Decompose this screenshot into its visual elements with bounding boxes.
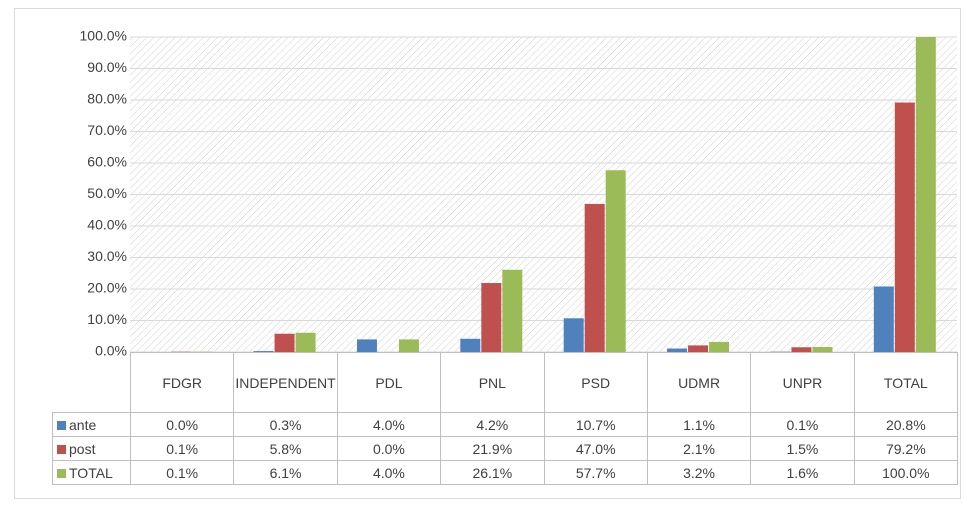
category-label: PSD [543,352,648,413]
category-label: TOTAL [853,352,959,413]
category-label: PNL [440,352,545,413]
legend-swatch [57,420,66,430]
y-tick-label: 10.0% [87,311,127,327]
data-table: FDGR INDEPENDENT PDL PNL PSD UDMR UNPR TOTAL ant… [52,352,959,485]
bar [584,203,605,352]
category-label: UNPR [750,352,855,413]
table-value: 20.8% [853,412,959,437]
y-tick-label: 20.0% [87,280,127,296]
table-value: 0.1% [129,460,235,485]
y-tick-label: 80.0% [87,91,127,107]
table-value: 0.0% [129,412,235,437]
table-header-row: FDGR INDEPENDENT PDL PNL PSD UDMR UNPR TOTAL [52,352,959,413]
table-value: 1.6% [750,460,855,485]
legend-label: post [69,440,96,457]
y-tick-label: 50.0% [87,185,127,201]
legend-label: TOTAL [69,464,113,481]
table-value: 57.7% [543,460,648,485]
bar [563,318,584,352]
table-value: 0.0% [336,436,442,461]
legend-entry: post [52,436,131,461]
bar [688,345,709,352]
y-tick-label: 70.0% [87,122,127,138]
bar [460,338,481,352]
bar [894,102,915,353]
table-row: post 0.1% 5.8% 0.0% 21.9% 47.0% 2.1% 1.5% 79.2% [52,436,959,461]
table-value: 4.2% [440,412,545,437]
table-corner [52,352,131,413]
bar [295,332,316,352]
table-value: 1.1% [646,412,752,437]
table-value: 26.1% [440,460,545,485]
table-value: 100.0% [853,460,959,485]
table-value: 5.8% [233,436,338,461]
bar [873,286,894,352]
legend-label: ante [69,416,97,433]
table-value: 21.9% [440,436,545,461]
bar [812,346,833,352]
bar [605,170,626,352]
table-value: 2.1% [646,436,752,461]
table-value: 0.3% [233,412,338,437]
category-label: PDL [336,352,442,413]
legend-entry: TOTAL [52,460,131,485]
table-value: 4.0% [336,460,442,485]
table-value: 3.2% [646,460,752,485]
table-value: 10.7% [543,412,648,437]
table-value: 79.2% [853,436,959,461]
category-label: FDGR [129,352,235,413]
bar [791,347,812,352]
bar [915,37,936,352]
y-tick-label: 90.0% [87,59,127,75]
bar [356,339,377,352]
table-value: 1.5% [750,436,855,461]
table-value: 6.1% [233,460,338,485]
bar [274,333,295,352]
bar [709,341,730,352]
table-value: 47.0% [543,436,648,461]
table-row: TOTAL 0.1% 6.1% 4.0% 26.1% 57.7% 3.2% 1.6% 100.0… [52,460,959,485]
category-label: UDMR [646,352,752,413]
bar [667,348,688,352]
legend-swatch [57,444,66,454]
y-tick-label: 100.0% [80,28,127,44]
y-tick-label: 30.0% [87,248,127,264]
table-value: 4.0% [336,412,442,437]
bar [502,269,523,352]
table-row: ante 0.0% 0.3% 4.0% 4.2% 10.7% 1.1% 0.1% 20.8% [52,412,959,437]
bar [481,283,502,352]
chart-border [14,8,961,499]
category-label: INDEPENDENT [233,352,338,413]
table-value: 0.1% [129,436,235,461]
legend-entry: ante [52,412,131,437]
y-tick-label: 40.0% [87,217,127,233]
bar [398,339,419,352]
y-tick-label: 60.0% [87,154,127,170]
bar [253,351,274,352]
legend-swatch [57,468,66,478]
table-value: 0.1% [750,412,855,437]
